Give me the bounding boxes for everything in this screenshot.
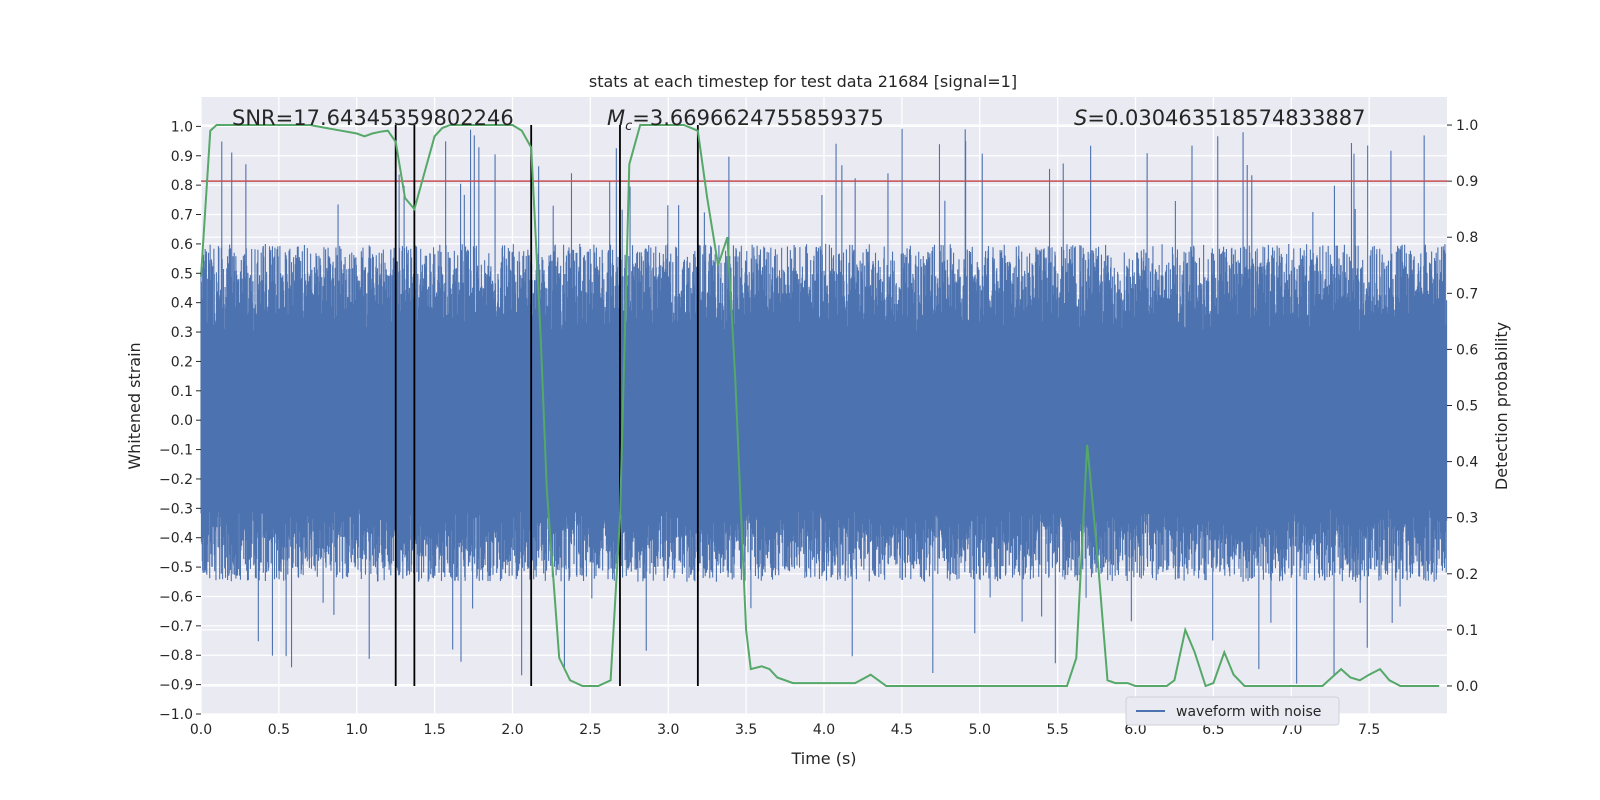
snr-annotation: SNR=17.64345359802246 — [232, 106, 514, 130]
x-tick-label: 7.0 — [1280, 722, 1302, 738]
x-tick-label: 4.5 — [891, 722, 913, 738]
y-left-tick-label: −0.6 — [159, 589, 193, 605]
x-tick-label: 6.5 — [1202, 722, 1224, 738]
y-right-tick-label: 0.6 — [1456, 342, 1478, 358]
y-right-axis-label: Detection probability — [1492, 322, 1511, 490]
detection-probability-series — [200, 124, 1440, 688]
y-right-tick-label: 0.3 — [1456, 511, 1478, 527]
y-right-tick-labels: 0.0 0.1 0.2 0.3 0.4 0.5 0.6 0.7 0.8 0.9 1.0 — [1447, 118, 1478, 695]
y-left-tick-label: −0.5 — [159, 560, 193, 576]
y-left-tick-label: 0.6 — [171, 237, 193, 253]
x-tick-label: 0.5 — [268, 722, 290, 738]
y-left-tick-label: −1.0 — [159, 707, 193, 723]
x-tick-label: 2.0 — [501, 722, 523, 738]
x-tick-label: 5.0 — [969, 722, 991, 738]
y-left-tick-label: −0.9 — [159, 678, 193, 694]
y-right-tick-label: 0.4 — [1456, 455, 1478, 471]
y-right-tick-label: 0.7 — [1456, 286, 1478, 302]
y-left-tick-label: 1.0 — [171, 119, 193, 135]
s-annotation: S=0.030463518574833887 — [1074, 106, 1365, 130]
y-left-tick-label: −0.7 — [159, 619, 193, 635]
y-right-tick-label: 0.0 — [1456, 679, 1478, 695]
y-left-tick-label: −0.8 — [159, 648, 193, 664]
y-left-tick-label: 0.0 — [171, 413, 193, 429]
chirp-mass-value: =3.6696624755859375 — [632, 106, 883, 130]
y-left-tick-label: −0.3 — [159, 501, 193, 517]
y-right-tick-label: 0.5 — [1456, 399, 1478, 415]
y-right-tick-label: 0.2 — [1456, 567, 1478, 583]
y-right-tick-label: 1.0 — [1456, 118, 1478, 134]
y-right-tick-label: 0.9 — [1456, 174, 1478, 190]
legend-label: waveform with noise — [1176, 704, 1321, 720]
y-left-tick-labels: −1.0 −0.9 −0.8 −0.7 −0.6 −0.5 −0.4 −0.3 −0.2 −0.1… — [159, 119, 201, 723]
y-right-tick-label: 0.1 — [1456, 623, 1478, 639]
y-left-tick-label: 0.5 — [171, 266, 193, 282]
x-tick-label: 4.0 — [813, 722, 835, 738]
x-tick-label: 6.0 — [1124, 722, 1146, 738]
x-tick-labels: 0.0 0.5 1.0 1.5 2.0 2.5 3.0 3.5 4.0 4.5 5.0 5.5 6.0 6… — [190, 722, 1380, 738]
y-left-tick-label: 0.4 — [171, 296, 193, 312]
y-right-tick-label: 0.8 — [1456, 230, 1478, 246]
y-left-tick-label: 0.1 — [171, 384, 193, 400]
detection-probability-line — [200, 124, 1440, 688]
y-left-axis-label: Whitened strain — [125, 342, 144, 469]
y-left-tick-label: 0.8 — [171, 178, 193, 194]
y-left-tick-label: −0.1 — [159, 443, 193, 459]
waveform-line — [200, 128, 1448, 684]
y-left-tick-label: −0.2 — [159, 472, 193, 488]
waveform-series — [200, 128, 1448, 684]
x-tick-label: 1.5 — [423, 722, 445, 738]
x-tick-label: 3.5 — [735, 722, 757, 738]
y-left-tick-label: 0.9 — [171, 149, 193, 165]
y-left-tick-label: 0.7 — [171, 208, 193, 224]
x-tick-label: 2.5 — [579, 722, 601, 738]
x-tick-label: 5.5 — [1046, 722, 1068, 738]
y-left-tick-label: 0.2 — [171, 354, 193, 370]
x-tick-label: 0.0 — [190, 722, 212, 738]
chirp-mass-annotation: Mc=3.6696624755859375 — [607, 106, 884, 134]
x-axis-label: Time (s) — [790, 749, 856, 768]
x-tick-label: 7.5 — [1358, 722, 1380, 738]
vertical-markers — [394, 125, 699, 686]
x-tick-label: 3.0 — [657, 722, 679, 738]
y-left-tick-label: 0.3 — [171, 325, 193, 341]
x-tick-label: 1.0 — [346, 722, 368, 738]
legend: waveform with noise — [1125, 696, 1340, 726]
s-value: =0.030463518574833887 — [1087, 106, 1365, 130]
chart-title: stats at each timestep for test data 216… — [589, 72, 1017, 91]
y-left-tick-label: −0.4 — [159, 531, 193, 547]
